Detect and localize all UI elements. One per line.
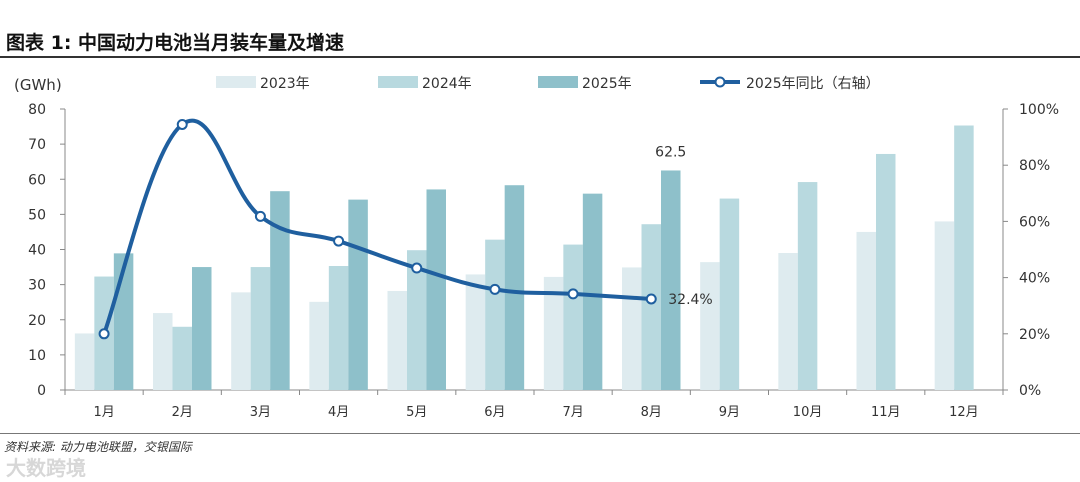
bar-2025年-4月	[348, 199, 368, 390]
bar-2024年-5月	[407, 250, 427, 390]
bar-2023年-8月	[622, 267, 642, 390]
bar-2023年-1月	[74, 333, 95, 390]
x-tick-label: 3月	[250, 405, 271, 420]
labels-layer: 62.5 32.4%	[655, 144, 713, 307]
legend-label-line: 2025年同比（右轴）	[746, 76, 880, 92]
y-tick-label-right: 0%	[1019, 383, 1041, 399]
watermark: 大数跨境	[6, 456, 86, 480]
bar-2023年-4月	[309, 301, 329, 390]
legend-label-2025年: 2025年	[582, 76, 632, 92]
legend-label-2024年: 2024年	[422, 76, 472, 92]
x-tick-label: 5月	[406, 405, 427, 420]
bar-2025年-5月	[426, 189, 446, 390]
legend: 2023年 2024年 2025年 2025年同比（右轴）	[216, 76, 880, 92]
bar-2024年-6月	[485, 239, 505, 390]
yoy-point-3月	[254, 210, 266, 222]
legend-swatch-marker	[714, 76, 726, 88]
bar-2023年-2月	[153, 313, 173, 390]
y-tick-label-right: 20%	[1019, 327, 1050, 343]
bar-2024年-8月	[641, 224, 661, 390]
yoy-point-7月	[567, 288, 579, 300]
bar-2024年-11月	[876, 153, 896, 390]
chart-title: 图表 1: 中国动力电池当月装车量及增速	[6, 32, 345, 54]
y-tick-label-left: 0	[37, 383, 46, 399]
bar-2024年-4月	[328, 266, 349, 390]
bar-2025年-7月	[582, 193, 603, 390]
yoy-point-5月	[411, 262, 423, 274]
title-divider	[0, 56, 1080, 58]
legend-swatch-2023年	[216, 76, 256, 88]
bar-2024年-10月	[797, 182, 818, 390]
bar-2023年-10月	[778, 253, 798, 390]
bar-2024年-9月	[719, 198, 740, 390]
yoy-point-8月	[645, 293, 657, 305]
y-tick-label-left: 10	[28, 348, 46, 364]
y-tick-label-left: 80	[28, 102, 46, 118]
y-tick-label-right: 100%	[1019, 102, 1059, 118]
x-tick-label: 9月	[719, 405, 740, 420]
y-tick-label-left: 50	[28, 207, 46, 223]
bar-2023年-9月	[700, 262, 720, 390]
bar-2025年-6月	[504, 185, 525, 390]
bar-2024年-7月	[563, 244, 583, 390]
y-tick-label-right: 60%	[1019, 214, 1050, 230]
yoy-point-6月	[489, 283, 501, 295]
bar-2023年-12月	[934, 221, 955, 390]
data-label-bar: 62.5	[655, 144, 686, 160]
bars-layer	[74, 125, 974, 390]
x-tick-label: 12月	[949, 405, 979, 420]
bar-2023年-6月	[465, 274, 486, 390]
bar-2023年-11月	[856, 231, 876, 390]
bar-2023年-7月	[543, 276, 564, 390]
yoy-point-1月	[98, 328, 110, 340]
x-tick-label: 1月	[93, 405, 114, 420]
x-tick-label: 8月	[641, 405, 662, 420]
y-tick-label-left: 30	[28, 278, 46, 294]
axes-layer: 0 10 20 30 40 50 60 70 80 0% 20% 40% 60% 80% 100% (GWh)…	[14, 76, 1059, 420]
bar-2024年-3月	[250, 267, 271, 390]
y-tick-label-right: 40%	[1019, 271, 1050, 287]
x-tick-label: 4月	[328, 405, 349, 420]
legend-label-2023年: 2023年	[260, 76, 310, 92]
data-label-line: 32.4%	[668, 292, 712, 308]
bar-2025年-3月	[270, 191, 290, 390]
y-tick-label-left: 60	[28, 172, 46, 188]
y-tick-label-left: 70	[28, 137, 46, 153]
x-tick-label: 11月	[871, 405, 901, 420]
legend-swatch-2024年	[378, 76, 418, 88]
x-tick-label: 2月	[172, 405, 193, 420]
bar-2023年-5月	[387, 290, 407, 390]
bar-2024年-12月	[954, 125, 974, 390]
legend-swatch-2025年	[538, 76, 578, 88]
y-axis-unit-label: (GWh)	[14, 76, 62, 94]
y-tick-label-right: 80%	[1019, 158, 1050, 174]
x-tick-label: 6月	[484, 405, 505, 420]
bar-2023年-3月	[231, 292, 251, 390]
y-tick-label-left: 20	[28, 313, 46, 329]
bar-2025年-2月	[192, 267, 212, 390]
source-note: 资料来源: 动力电池联盟，交银国际	[4, 440, 192, 454]
x-tick-label: 7月	[562, 405, 583, 420]
yoy-point-2月	[176, 118, 188, 130]
yoy-point-4月	[333, 235, 345, 247]
bar-2025年-8月	[661, 170, 681, 390]
source-divider	[0, 433, 1080, 434]
y-tick-label-left: 40	[28, 243, 46, 259]
x-tick-label: 10月	[793, 405, 823, 420]
yoy-line-layer	[98, 118, 657, 340]
bar-2024年-2月	[172, 326, 192, 390]
